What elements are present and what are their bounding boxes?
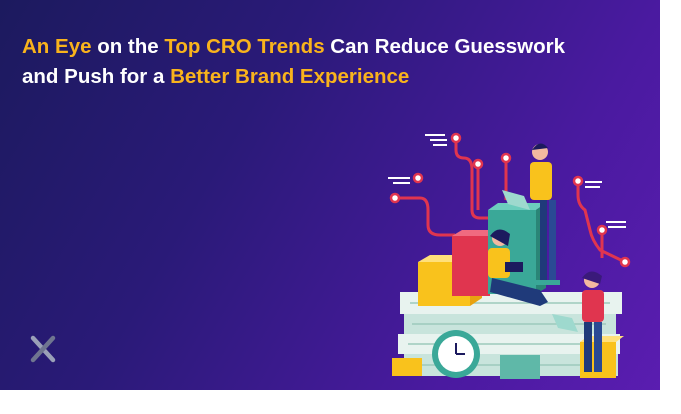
person-sitting [488,229,548,306]
title-segment: Better Brand Experience [170,65,410,88]
person-standing [502,143,560,285]
title-segment: An Eye [22,35,92,58]
pipelines [395,140,626,264]
person-right [552,271,604,372]
title: An Eye on the Top CRO Trends Can Reduce … [22,32,565,92]
pipeline-dots [389,132,631,268]
logo [30,335,56,363]
illustration [30,132,631,379]
title-segment: Can Reduce Guesswork [324,35,565,58]
clock [432,330,480,378]
title-segment: Top CRO Trends [164,35,325,58]
signal-marks [388,134,626,228]
title-line: and Push for a Better Brand Experience [22,62,565,92]
title-segment: on the [91,35,165,58]
title-line: An Eye on the Top CRO Trends Can Reduce … [22,32,565,62]
banner: An Eye on the Top CRO Trends Can Reduce … [0,0,660,390]
title-segment: and Push for a [22,65,171,88]
